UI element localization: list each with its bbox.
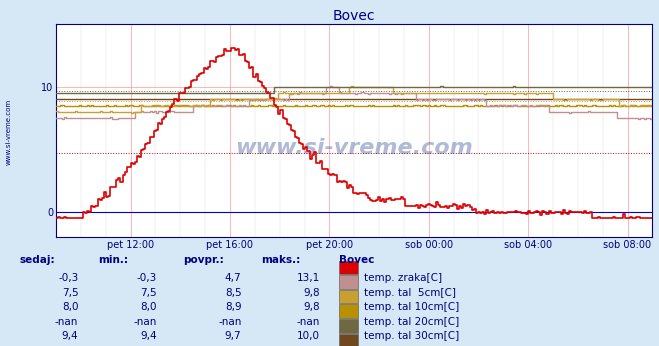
Text: www.si-vreme.com: www.si-vreme.com (5, 98, 11, 165)
Text: -0,3: -0,3 (136, 273, 157, 283)
Bar (339, 290, 358, 303)
Text: 7,5: 7,5 (140, 288, 157, 298)
Bar (339, 319, 358, 333)
Text: 9,4: 9,4 (62, 331, 78, 342)
Text: 8,0: 8,0 (62, 302, 78, 312)
Text: 8,0: 8,0 (140, 302, 157, 312)
Text: -nan: -nan (133, 317, 157, 327)
Text: www.si-vreme.com: www.si-vreme.com (235, 138, 473, 158)
Text: 7,5: 7,5 (62, 288, 78, 298)
Title: Bovec: Bovec (333, 9, 376, 23)
Bar (339, 261, 358, 274)
Text: -0,3: -0,3 (58, 273, 78, 283)
Text: 13,1: 13,1 (297, 273, 320, 283)
Text: 8,5: 8,5 (225, 288, 241, 298)
Text: -nan: -nan (297, 317, 320, 327)
Text: 8,9: 8,9 (225, 302, 241, 312)
Text: -nan: -nan (55, 317, 78, 327)
Text: temp. tal 30cm[C]: temp. tal 30cm[C] (364, 331, 459, 342)
Text: 10,0: 10,0 (297, 331, 320, 342)
Text: 4,7: 4,7 (225, 273, 241, 283)
Text: Bovec: Bovec (339, 255, 375, 265)
Text: 9,8: 9,8 (303, 302, 320, 312)
Bar (339, 334, 358, 346)
Text: 9,4: 9,4 (140, 331, 157, 342)
Bar (339, 275, 358, 289)
Text: 9,7: 9,7 (225, 331, 241, 342)
Text: temp. zraka[C]: temp. zraka[C] (364, 273, 442, 283)
Bar (339, 304, 358, 318)
Text: temp. tal 20cm[C]: temp. tal 20cm[C] (364, 317, 459, 327)
Text: min.:: min.: (98, 255, 128, 265)
Text: -nan: -nan (218, 317, 241, 327)
Text: temp. tal 10cm[C]: temp. tal 10cm[C] (364, 302, 459, 312)
Text: sedaj:: sedaj: (20, 255, 55, 265)
Text: povpr.:: povpr.: (183, 255, 223, 265)
Text: maks.:: maks.: (261, 255, 301, 265)
Text: temp. tal  5cm[C]: temp. tal 5cm[C] (364, 288, 456, 298)
Text: 9,8: 9,8 (303, 288, 320, 298)
